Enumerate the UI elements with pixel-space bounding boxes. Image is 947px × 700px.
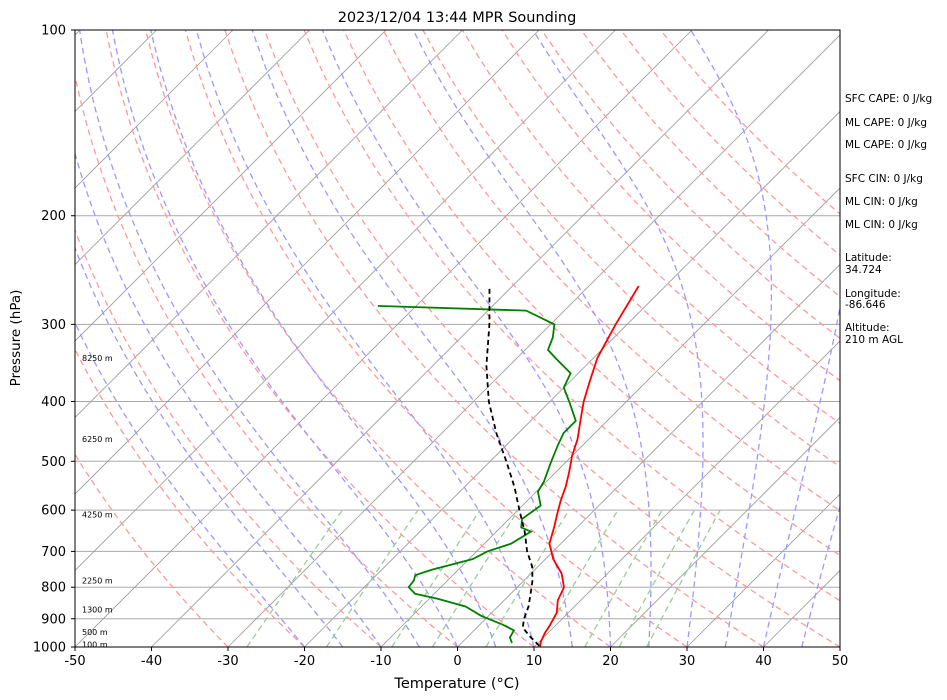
- height-label: 4250 m: [82, 511, 113, 520]
- dry-adiabat-line: [75, 228, 382, 647]
- x-tick-label: -50: [64, 654, 85, 669]
- y-tick-label: 600: [41, 504, 66, 519]
- y-tick-label: 700: [41, 545, 66, 560]
- isotherm-line: [0, 30, 4, 647]
- dry-adiabat-line: [263, 30, 840, 647]
- moist-adiabat-line: [251, 30, 573, 647]
- x-tick-label: 10: [526, 654, 543, 669]
- dry-adiabat-line: [224, 30, 764, 647]
- moist-adiabat-line: [801, 504, 840, 647]
- height-label: 500 m: [82, 628, 108, 637]
- y-tick-label: 800: [41, 581, 66, 596]
- index-annotation: SFC CIN: 0 J/kg: [845, 173, 923, 185]
- y-axis-label: Pressure (hPa): [8, 290, 24, 387]
- x-tick-label: -10: [370, 654, 391, 669]
- chart-title: 2023/12/04 13:44 MPR Sounding: [338, 10, 577, 26]
- moist-adiabat-line: [78, 30, 420, 647]
- x-tick-label: 40: [755, 654, 772, 669]
- y-tick-label: 900: [41, 612, 66, 627]
- moist-adiabat-line: [532, 30, 704, 647]
- height-label: 8250 m: [82, 354, 113, 363]
- x-tick-label: 30: [679, 654, 696, 669]
- moist-adiabat-line: [75, 151, 382, 647]
- altitude-label: Altitude:: [845, 322, 890, 334]
- isotherm-line: [380, 187, 840, 647]
- x-tick-label: 20: [602, 654, 619, 669]
- height-label: 1300 m: [82, 606, 113, 615]
- dewpoint-profile: [377, 305, 577, 644]
- isotherm-line: [75, 30, 616, 572]
- moist-adiabat-line: [150, 30, 497, 647]
- isotherm-line: [227, 34, 840, 647]
- dry-adiabat-line: [75, 347, 305, 647]
- temperature-profile: [539, 285, 640, 647]
- moist-adiabat-line: [111, 30, 459, 647]
- altitude-value: 210 m AGL: [845, 334, 903, 346]
- isotherm-line: [75, 30, 463, 419]
- isotherm-line: [75, 30, 540, 495]
- index-annotation: ML CIN: 0 J/kg: [845, 196, 918, 208]
- dry-adiabat-line: [105, 30, 535, 647]
- y-tick-label: 100: [41, 24, 66, 39]
- mixing-ratio-line: [584, 509, 663, 647]
- isotherm-line: [304, 110, 840, 647]
- mixing-ratio-line: [485, 509, 570, 647]
- latitude-value: 34.724: [845, 264, 882, 276]
- parcel-profile: [485, 285, 540, 647]
- isotherm-line: [151, 30, 769, 647]
- mixing-ratio-line: [618, 509, 696, 647]
- dry-adiabat-line: [145, 30, 611, 647]
- isotherm-line: [75, 30, 234, 189]
- dry-adiabat-line: [75, 73, 458, 647]
- mixing-ratio-line: [325, 509, 419, 647]
- moist-adiabat-line: [195, 30, 535, 647]
- mixing-ratio-line: [246, 509, 344, 647]
- longitude-value: -86.646: [845, 299, 886, 311]
- isotherm-line: [610, 416, 840, 647]
- height-label: 100 m: [82, 640, 108, 649]
- y-tick-label: 200: [41, 209, 66, 224]
- dry-adiabat-line: [184, 30, 688, 647]
- y-tick-label: 300: [41, 318, 66, 333]
- x-tick-label: -40: [141, 654, 162, 669]
- isotherm-line: [457, 263, 840, 647]
- dry-adiabat-line: [580, 30, 840, 298]
- moist-adiabat-line: [75, 246, 344, 647]
- x-tick-label: -30: [217, 654, 238, 669]
- isotherm-line: [75, 30, 693, 647]
- moist-adiabat-line: [762, 303, 840, 647]
- plot-frame: [74, 29, 841, 648]
- isotherm-line: [533, 340, 840, 647]
- isotherm-line: [75, 30, 310, 266]
- y-tick-label: 500: [41, 455, 66, 470]
- moist-adiabat-line: [412, 30, 652, 647]
- isotherm-line: [686, 493, 840, 647]
- mixing-ratio-line: [391, 509, 481, 647]
- index-annotation: ML CAPE: 0 J/kg: [845, 139, 927, 151]
- index-annotation: SFC CAPE: 0 J/kg: [845, 93, 932, 105]
- y-tick-label: 1000: [33, 641, 66, 656]
- index-annotation: ML CAPE: 0 J/kg: [845, 117, 927, 129]
- x-tick-label: 0: [453, 654, 461, 669]
- x-axis-label: Temperature (°C): [393, 676, 519, 692]
- moist-adiabat-line: [321, 30, 612, 647]
- latitude-label: Latitude:: [845, 252, 892, 264]
- longitude-label: Longitude:: [845, 288, 901, 300]
- moist-adiabat-line: [690, 30, 773, 647]
- y-tick-label: 400: [41, 395, 66, 410]
- x-tick-label: -20: [294, 654, 315, 669]
- x-tick-label: 50: [832, 654, 849, 669]
- dry-adiabat-line: [75, 453, 229, 647]
- isotherm-line: [75, 30, 387, 342]
- mixing-ratio-line: [646, 509, 721, 647]
- height-label: 2250 m: [82, 576, 113, 585]
- mixing-ratio-line: [431, 509, 519, 647]
- index-annotation: ML CIN: 0 J/kg: [845, 219, 918, 231]
- height-label: 6250 m: [82, 435, 113, 444]
